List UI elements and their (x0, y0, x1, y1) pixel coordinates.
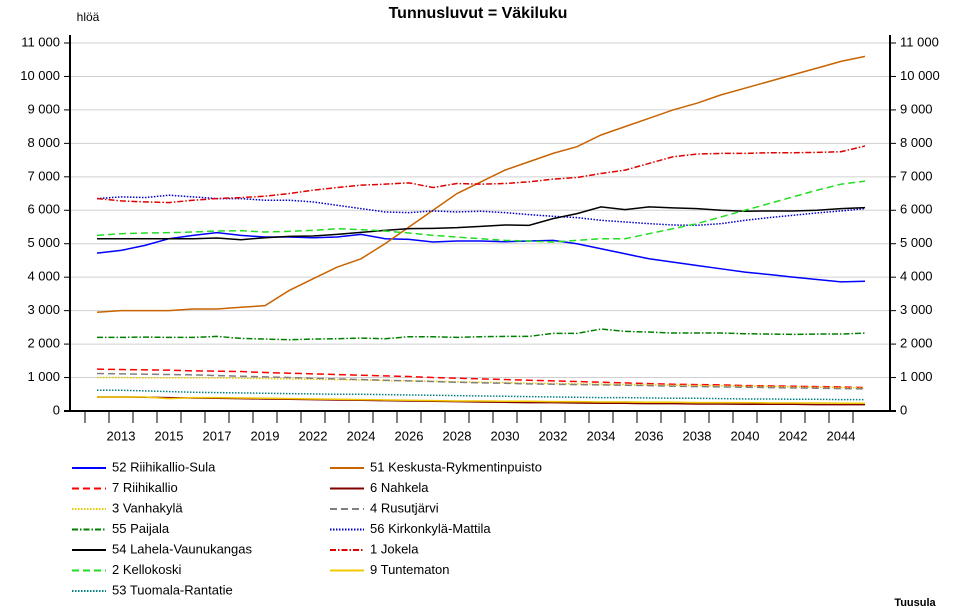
series-line (96, 55, 866, 314)
series-line (96, 180, 866, 243)
legend-label: 6 Nahkela (370, 480, 429, 495)
y-tick-label: 0 (53, 402, 60, 417)
x-tick-label: 2019 (251, 428, 280, 443)
x-tick-label: 2038 (683, 428, 712, 443)
y-tick-label: 6 000 (27, 202, 60, 217)
legend-label: 1 Jokela (370, 541, 419, 556)
y-tick-label: 11 000 (21, 34, 60, 49)
x-tick-label: 2015 (155, 428, 184, 443)
y2-tick-label: 5 000 (900, 235, 933, 250)
y-tick-label: 1 000 (27, 369, 60, 384)
legend-label: 9 Tuntematon (370, 562, 450, 577)
x-tick-label: 2040 (731, 428, 760, 443)
y-tick-label: 4 000 (27, 269, 60, 284)
x-tick-label: 2032 (539, 428, 568, 443)
x-tick-label: 2013 (107, 428, 136, 443)
legend-label: 55 Paijala (112, 521, 170, 536)
footer: Tuusula (894, 597, 936, 609)
y2-tick-label: 11 000 (900, 34, 939, 49)
y-axis-label: hlöä (77, 10, 100, 24)
series-line (96, 145, 866, 204)
x-tick-label: 2042 (779, 428, 808, 443)
y-tick-label: 7 000 (27, 168, 60, 183)
y2-tick-label: 1 000 (900, 369, 933, 384)
series-line (97, 328, 866, 341)
chart-title: Tunnusluvut = Väkiluku (389, 5, 568, 22)
series-line (97, 376, 866, 389)
y-tick-label: 2 000 (27, 336, 60, 351)
x-tick-label: 2030 (491, 428, 520, 443)
legend-label: 53 Tuomala-Rantatie (112, 582, 233, 597)
x-tick-label: 2034 (587, 428, 616, 443)
legend-label: 3 Vanhakylä (112, 500, 183, 515)
y2-tick-label: 7 000 (900, 168, 933, 183)
y-tick-label: 3 000 (27, 302, 60, 317)
legend-label: 56 Kirkonkylä-Mattila (370, 521, 491, 536)
y2-tick-label: 2 000 (900, 336, 933, 351)
series-line (96, 194, 866, 227)
y2-tick-label: 6 000 (900, 202, 933, 217)
series-line (97, 396, 865, 405)
legend-label: 54 Lahela-Vaunukangas (112, 541, 252, 556)
y2-tick-label: 0 (900, 402, 907, 417)
x-tick-label: 2022 (299, 428, 328, 443)
legend-label: 51 Keskusta-Rykmentinpuisto (370, 459, 542, 474)
series-line (97, 206, 866, 241)
y2-tick-label: 9 000 (900, 101, 933, 116)
y2-tick-label: 10 000 (900, 68, 940, 83)
legend-label: 4 Rusutjärvi (370, 500, 439, 515)
y2-tick-label: 4 000 (900, 269, 933, 284)
x-tick-label: 2017 (203, 428, 232, 443)
series-line (97, 389, 865, 401)
y-tick-label: 8 000 (27, 135, 60, 150)
x-tick-label: 2044 (827, 428, 856, 443)
x-tick-label: 2036 (635, 428, 664, 443)
series-line (96, 372, 866, 390)
series-line (96, 368, 866, 389)
legend-label: 52 Riihikallio-Sula (112, 459, 216, 474)
y-tick-label: 5 000 (27, 235, 60, 250)
y-tick-label: 10 000 (20, 68, 60, 83)
y-tick-label: 9 000 (27, 101, 60, 116)
x-tick-label: 2024 (347, 428, 376, 443)
series-line (96, 231, 866, 283)
y2-tick-label: 3 000 (900, 302, 933, 317)
y2-tick-label: 8 000 (900, 135, 933, 150)
legend-label: 2 Kellokoski (112, 562, 181, 577)
x-tick-label: 2026 (395, 428, 424, 443)
legend-label: 7 Riihikallio (112, 480, 178, 495)
x-tick-label: 2028 (443, 428, 472, 443)
